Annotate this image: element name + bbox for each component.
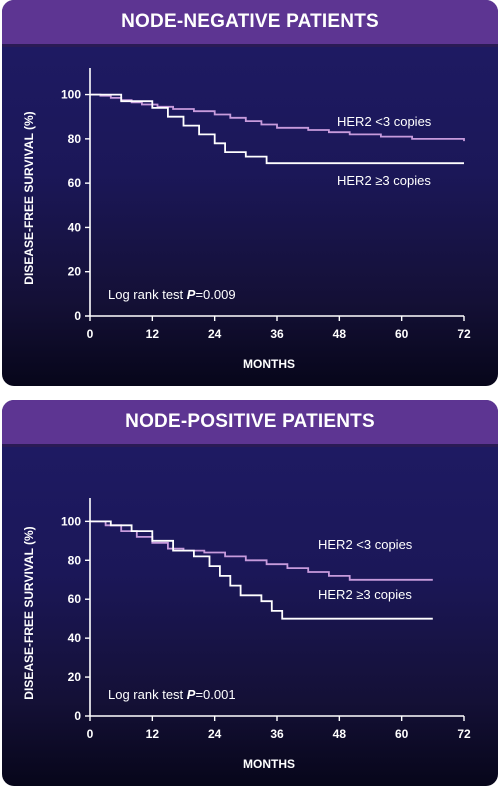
y-tick-label: 100 (61, 514, 81, 528)
y-tick-label: 20 (68, 265, 82, 279)
x-tick-label: 72 (457, 327, 471, 341)
x-tick-label: 60 (395, 327, 409, 341)
series-line-her2-high (90, 93, 464, 165)
series-line-her2-low (90, 93, 465, 142)
chart-title: NODE-NEGATIVE PATIENTS (121, 11, 379, 32)
panel-header: NODE-POSITIVE PATIENTS (2, 400, 498, 447)
chart-panel-node-negative: NODE-NEGATIVE PATIENTS 0 20 40 60 80 100 0 12 24… (2, 0, 498, 386)
y-tick-label: 80 (68, 553, 82, 567)
x-tick-label: 72 (457, 727, 471, 741)
x-tick-label: 0 (87, 327, 94, 341)
survival-plot-node-positive: 0 20 40 60 80 100 0 12 24 36 48 60 72 MONTHS DISEASE-F… (22, 498, 471, 771)
x-tick-label: 12 (146, 327, 160, 341)
y-tick-label: 0 (74, 309, 81, 323)
log-rank-annotation: Log rank test P=0.009 (108, 287, 236, 302)
x-tick-label: 0 (87, 727, 94, 741)
y-tick-label: 100 (61, 88, 81, 102)
x-tick-label: 24 (208, 327, 222, 341)
y-tick-label: 0 (74, 709, 81, 723)
series-label-her2-low: HER2 <3 copies (337, 114, 432, 129)
series-label-her2-high: HER2 ≥3 copies (337, 173, 431, 188)
y-tick-label: 60 (68, 176, 82, 190)
chart-panel-node-positive: NODE-POSITIVE PATIENTS 0 20 40 60 80 100 0 12 24… (2, 400, 498, 786)
series-line-her2-high (90, 520, 433, 620)
x-tick-label: 12 (146, 727, 160, 741)
y-tick-label: 20 (68, 670, 82, 684)
x-tick-label: 36 (270, 327, 284, 341)
y-tick-label: 60 (68, 592, 82, 606)
y-axis-title: DISEASE-FREE SURVIVAL (%) (22, 111, 36, 284)
y-axis-title: DISEASE-FREE SURVIVAL (%) (22, 526, 36, 699)
series-label-her2-low: HER2 <3 copies (318, 537, 413, 552)
x-tick-label: 60 (395, 727, 409, 741)
panel-header: NODE-NEGATIVE PATIENTS (2, 0, 498, 47)
survival-plot-node-negative: 0 20 40 60 80 100 0 12 24 36 48 60 72 MONTHS DISEASE-F… (22, 68, 471, 371)
log-rank-annotation: Log rank test P=0.001 (108, 687, 236, 702)
x-tick-label: 48 (333, 727, 347, 741)
y-tick-label: 40 (68, 631, 82, 645)
y-tick-label: 80 (68, 132, 82, 146)
x-axis-title: MONTHS (243, 757, 295, 771)
x-tick-label: 48 (333, 327, 347, 341)
y-tick-label: 40 (68, 220, 82, 234)
x-axis-title: MONTHS (243, 357, 295, 371)
x-tick-label: 24 (208, 727, 222, 741)
series-label-her2-high: HER2 ≥3 copies (318, 587, 412, 602)
chart-title: NODE-POSITIVE PATIENTS (125, 411, 375, 432)
x-tick-label: 36 (270, 727, 284, 741)
